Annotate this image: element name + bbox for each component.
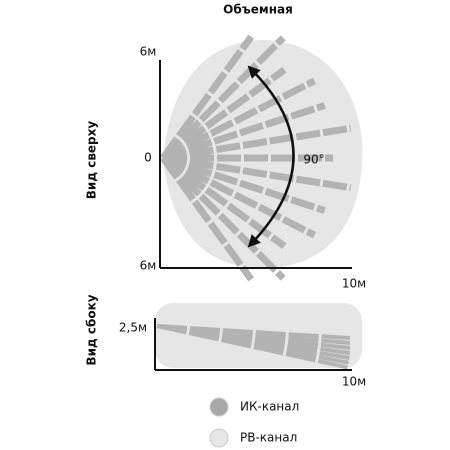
ir-rays-side xyxy=(156,324,351,370)
legend-swatch xyxy=(209,428,229,448)
ray xyxy=(160,34,254,161)
ray xyxy=(161,102,326,162)
title: Объемная xyxy=(223,3,293,17)
ray xyxy=(156,324,351,350)
x-max-label: 10м xyxy=(342,277,366,291)
ray xyxy=(161,77,317,162)
angle-label: 90° xyxy=(303,153,324,167)
ir-rays xyxy=(160,34,352,282)
y-bottom-label: 6м xyxy=(140,259,157,273)
ray xyxy=(160,155,286,281)
ray xyxy=(156,324,351,345)
y-top-label: 6м xyxy=(140,45,157,59)
view-label: Вид сверху xyxy=(85,121,99,200)
ray xyxy=(160,155,254,282)
x-max-label-side: 10м xyxy=(342,375,366,389)
y-zero-label: 0 xyxy=(144,151,152,165)
ray xyxy=(160,155,287,249)
ray xyxy=(161,154,317,239)
angle-arrow xyxy=(247,65,295,248)
legend-label: РВ-канал xyxy=(240,431,297,445)
ray xyxy=(161,154,326,214)
view-label-side: Вид сбоку xyxy=(85,294,99,365)
legend-label: ИК-канал xyxy=(240,400,299,414)
ray xyxy=(156,324,351,340)
height-label: 2,5м xyxy=(119,321,147,335)
legend-swatch xyxy=(209,397,229,417)
ray xyxy=(160,35,286,161)
